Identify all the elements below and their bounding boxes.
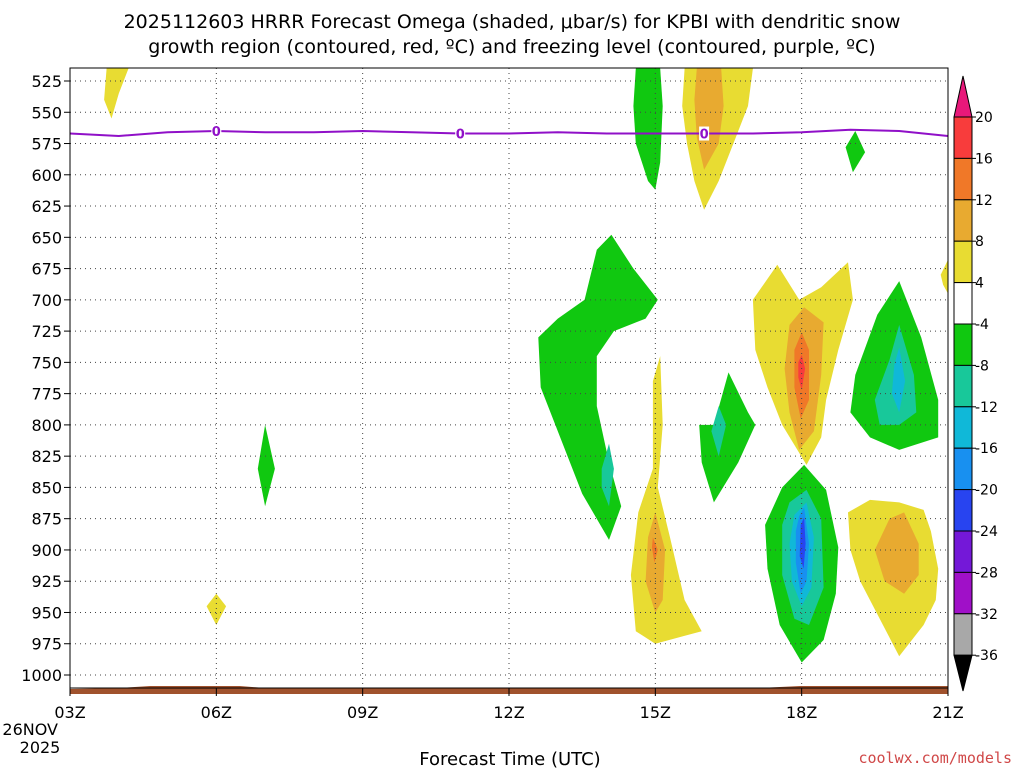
y-tick-label: 900: [31, 541, 62, 560]
freezing-level-label: 0: [212, 125, 221, 140]
freezing-label-bg: [455, 126, 466, 141]
chart-title-line-1: 2025112603 HRRR Forecast Omega (shaded, …: [124, 11, 901, 33]
x-tick-label: 03Z: [54, 703, 85, 722]
colorbar-segment: [953, 489, 973, 532]
y-tick-label: 1000: [21, 666, 62, 685]
y-tick-label: 825: [31, 447, 62, 466]
y-tick-label: 975: [31, 635, 62, 654]
colorbar-segment: [953, 447, 973, 491]
freezing-level-label: 0: [700, 128, 709, 143]
x-tick-label: 18Z: [786, 703, 817, 722]
x-date-year: 2025: [20, 738, 61, 757]
colorbar-segment: [953, 613, 973, 656]
colorbar-segment: [953, 364, 973, 408]
credit-text: coolwx.com/models: [858, 749, 1012, 767]
x-tick-label: 09Z: [347, 703, 378, 722]
omega-region-10: [645, 512, 666, 613]
colorbar-top-arrow: [953, 75, 973, 118]
freezing-label-bg: [211, 124, 222, 139]
colorbar-label: 16: [975, 151, 993, 167]
colorbar-label: -16: [975, 441, 998, 457]
colorbar-label: -32: [975, 607, 998, 623]
omega-region-12: [699, 372, 756, 503]
colorbar-label: 4: [975, 276, 984, 292]
x-date-day: 26NOV: [2, 720, 58, 739]
colorbar-label: -12: [975, 400, 998, 416]
omega-region-21: [940, 259, 948, 294]
x-axis-label: Forecast Time (UTC): [419, 749, 600, 768]
omega-region-2: [257, 424, 275, 507]
y-tick-label: 800: [31, 416, 62, 435]
freezing-level-contour: 0 0 0: [70, 124, 948, 143]
colorbar-label: 12: [975, 193, 993, 209]
y-tick-label: 650: [31, 228, 62, 247]
omega-region-8: [601, 443, 614, 507]
y-tick-label: 875: [31, 510, 62, 529]
colorbar-label: -8: [975, 358, 989, 374]
y-tick-label: 675: [31, 260, 62, 279]
x-tick-label: 06Z: [201, 703, 232, 722]
y-tick-label: 625: [31, 197, 62, 216]
colorbar-label: -4: [975, 317, 989, 333]
y-tick-label: 725: [31, 322, 62, 341]
colorbar: 20 16 12 8 4 -4 -8 -12 -16 -20 -24 -28 -32 -36: [953, 75, 998, 692]
colorbar-segment: [953, 406, 973, 449]
y-tick-label: 700: [31, 291, 62, 310]
freezing-level-label: 0: [456, 128, 465, 143]
colorbar-segment: [953, 282, 973, 325]
x-tick-label: 12Z: [493, 703, 524, 722]
x-tick-label: 15Z: [640, 703, 671, 722]
omega-region-13: [711, 406, 727, 457]
colorbar-segment: [953, 240, 973, 284]
y-tick-label: 600: [31, 166, 62, 185]
y-tick-label: 575: [31, 135, 62, 154]
colorbar-label: 8: [975, 234, 984, 250]
colorbar-label: -36: [975, 648, 998, 664]
omega-region-7: [538, 234, 658, 540]
y-tick-label: 950: [31, 603, 62, 622]
y-axis: 525 550 575 600 625 650 675 700 725 750 775 800 825 8…: [21, 72, 70, 685]
omega-region-1: [206, 593, 227, 625]
colorbar-segment: [953, 157, 973, 201]
x-tick-label: 21Z: [932, 703, 963, 722]
y-tick-label: 750: [31, 353, 62, 372]
colorbar-label: -28: [975, 565, 998, 581]
omega-region-11: [651, 537, 658, 563]
colorbar-label: 20: [975, 110, 993, 126]
omega-region-20: [891, 347, 906, 413]
colorbar-segment: [953, 323, 973, 366]
omega-region-26: [799, 517, 806, 569]
colorbar-label: -24: [975, 524, 998, 540]
y-tick-label: 850: [31, 478, 62, 497]
grid: [70, 68, 948, 688]
y-tick-label: 525: [31, 72, 62, 91]
omega-region-5: [694, 68, 724, 170]
colorbar-segment: [953, 530, 973, 573]
chart-title-line-2: growth region (contoured, red, ºC) and f…: [148, 36, 875, 58]
omega-region-28: [874, 512, 919, 594]
colorbar-label: -20: [975, 483, 998, 499]
omega-region-6: [845, 131, 866, 173]
colorbar-segment: [953, 199, 973, 242]
colorbar-bottom-arrow: [953, 654, 973, 692]
colorbar-segment: [953, 571, 973, 615]
x-axis: 03Z 06Z 09Z 12Z 15Z 18Z 21Z: [54, 688, 964, 722]
y-tick-label: 550: [31, 103, 62, 122]
omega-region-17: [798, 354, 806, 390]
y-tick-label: 775: [31, 385, 62, 404]
colorbar-segment: [953, 116, 973, 159]
y-tick-label: 925: [31, 572, 62, 591]
omega-shading: [104, 68, 948, 663]
freezing-label-bg: [699, 126, 710, 141]
